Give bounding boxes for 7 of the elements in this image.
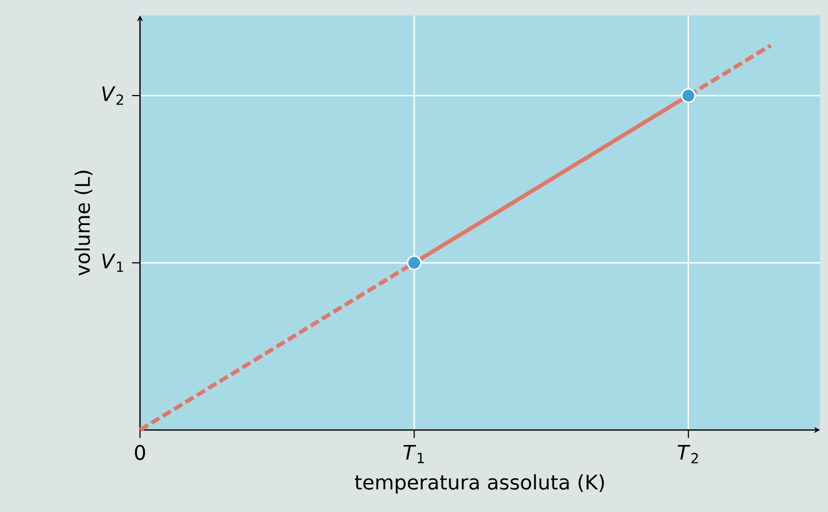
x-tick-label: 0 xyxy=(134,444,146,460)
y-axis-title: volume (L) xyxy=(74,170,92,276)
x-axis-title: temperatura assoluta (K) xyxy=(354,474,604,494)
x-tick-label: T$_{2}$ xyxy=(678,444,698,464)
y-tick-label: V$_{2}$ xyxy=(102,86,124,105)
x-tick-label: T$_{1}$ xyxy=(404,444,424,464)
y-tick-label: V$_{1}$ xyxy=(102,254,124,272)
